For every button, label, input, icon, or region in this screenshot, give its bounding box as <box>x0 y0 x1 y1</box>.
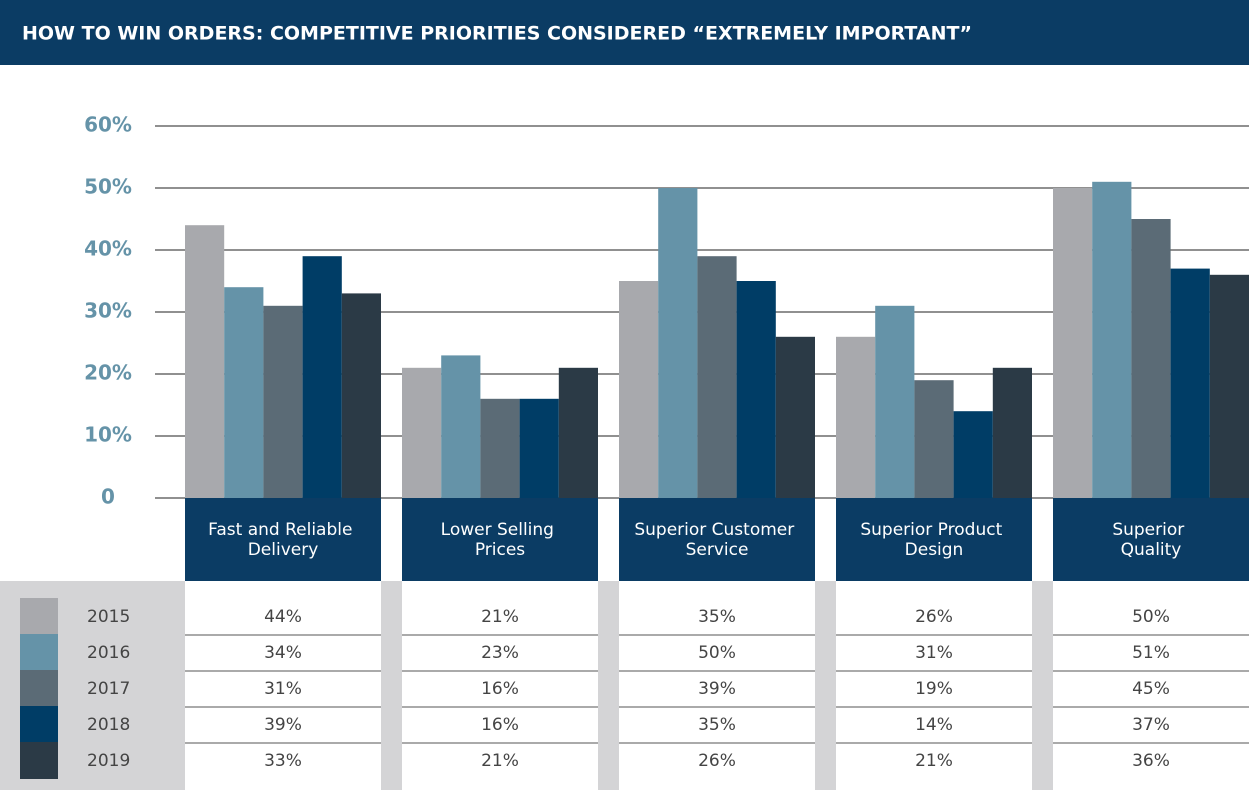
label-line: Service <box>686 540 749 560</box>
label-line: Superior Customer <box>634 520 799 540</box>
bar <box>736 281 776 498</box>
x-tick-label: Superior Customer Service <box>634 520 799 560</box>
bar <box>1092 181 1132 499</box>
category-box <box>1053 498 1249 581</box>
legend-label: 2019 <box>87 751 130 771</box>
legend-swatch <box>20 742 58 779</box>
bar <box>1053 188 1093 498</box>
label-line: Superior Product <box>860 520 1007 540</box>
y-tick-label: 30% <box>84 299 132 323</box>
bar <box>619 281 659 498</box>
label-line: Lower Selling <box>441 520 560 540</box>
x-tick-label: Fast and Reliable Delivery <box>208 520 358 560</box>
bar <box>341 293 381 498</box>
y-tick-label: 60% <box>84 113 132 137</box>
bar <box>402 367 442 498</box>
label-line: Quality <box>1121 540 1182 560</box>
column-gap <box>815 581 836 790</box>
legend-label: 2016 <box>87 643 130 663</box>
category-box <box>836 498 1032 581</box>
y-tick-label: 20% <box>84 361 132 385</box>
label-line: Design <box>905 540 964 560</box>
column-gap <box>598 581 619 790</box>
table-value: 14% <box>915 715 953 735</box>
bar <box>953 411 993 498</box>
bar <box>224 287 264 498</box>
table-value: 16% <box>481 715 519 735</box>
table-value: 39% <box>698 679 736 699</box>
label-line: Delivery <box>248 540 319 560</box>
bar <box>875 305 915 498</box>
x-tick-label: Lower Selling Prices <box>441 520 560 560</box>
category-box <box>402 498 598 581</box>
table-value: 50% <box>1132 607 1170 627</box>
table-value: 34% <box>264 643 302 663</box>
category-box <box>185 498 381 581</box>
bar <box>480 398 520 498</box>
table-value: 16% <box>481 679 519 699</box>
column-gap <box>381 581 402 790</box>
table-value: 21% <box>481 607 519 627</box>
bar <box>658 188 698 498</box>
bar <box>302 256 342 498</box>
category-box <box>619 498 815 581</box>
y-tick-label: 40% <box>84 237 132 261</box>
legend-swatch <box>20 634 58 671</box>
legend-label: 2015 <box>87 607 130 627</box>
y-tick-label: 10% <box>84 423 132 447</box>
table-value: 26% <box>698 751 736 771</box>
bar <box>1170 268 1210 498</box>
table-value: 35% <box>698 715 736 735</box>
table-value: 23% <box>481 643 519 663</box>
legend-swatch <box>20 706 58 743</box>
table-value: 21% <box>915 751 953 771</box>
table-value: 33% <box>264 751 302 771</box>
legend-swatch <box>20 598 58 635</box>
x-tick-label: Superior Product Design <box>860 520 1007 560</box>
table-value: 45% <box>1132 679 1170 699</box>
table-value: 51% <box>1132 643 1170 663</box>
x-tick-label: Superior Quality <box>1112 520 1189 560</box>
bar <box>441 355 481 498</box>
bar <box>914 380 954 498</box>
bar <box>697 256 737 498</box>
table-value: 36% <box>1132 751 1170 771</box>
bar <box>263 305 303 498</box>
label-line: Prices <box>475 540 525 560</box>
bar <box>185 225 225 498</box>
table-value: 31% <box>915 643 953 663</box>
y-tick-label: 0 <box>101 485 115 509</box>
table-value: 37% <box>1132 715 1170 735</box>
table-value: 50% <box>698 643 736 663</box>
legend-label: 2018 <box>87 715 130 735</box>
table-value: 31% <box>264 679 302 699</box>
bar <box>1131 219 1171 498</box>
column-gap <box>1032 581 1053 790</box>
table-value: 26% <box>915 607 953 627</box>
table-value: 39% <box>264 715 302 735</box>
table-value: 35% <box>698 607 736 627</box>
legend-swatch <box>20 670 58 707</box>
label-line: Superior <box>1112 520 1189 540</box>
table-value: 21% <box>481 751 519 771</box>
chart-title: HOW TO WIN ORDERS: COMPETITIVE PRIORITIE… <box>22 23 972 45</box>
bar <box>519 398 559 498</box>
bar <box>836 336 876 498</box>
title-bar <box>0 0 1249 65</box>
bar <box>1209 274 1249 498</box>
table-value: 19% <box>915 679 953 699</box>
table-value: 44% <box>264 607 302 627</box>
bar <box>558 367 598 498</box>
y-tick-label: 50% <box>84 175 132 199</box>
legend-label: 2017 <box>87 679 130 699</box>
bar <box>992 367 1032 498</box>
label-line: Fast and Reliable <box>208 520 358 540</box>
bar <box>775 336 815 498</box>
